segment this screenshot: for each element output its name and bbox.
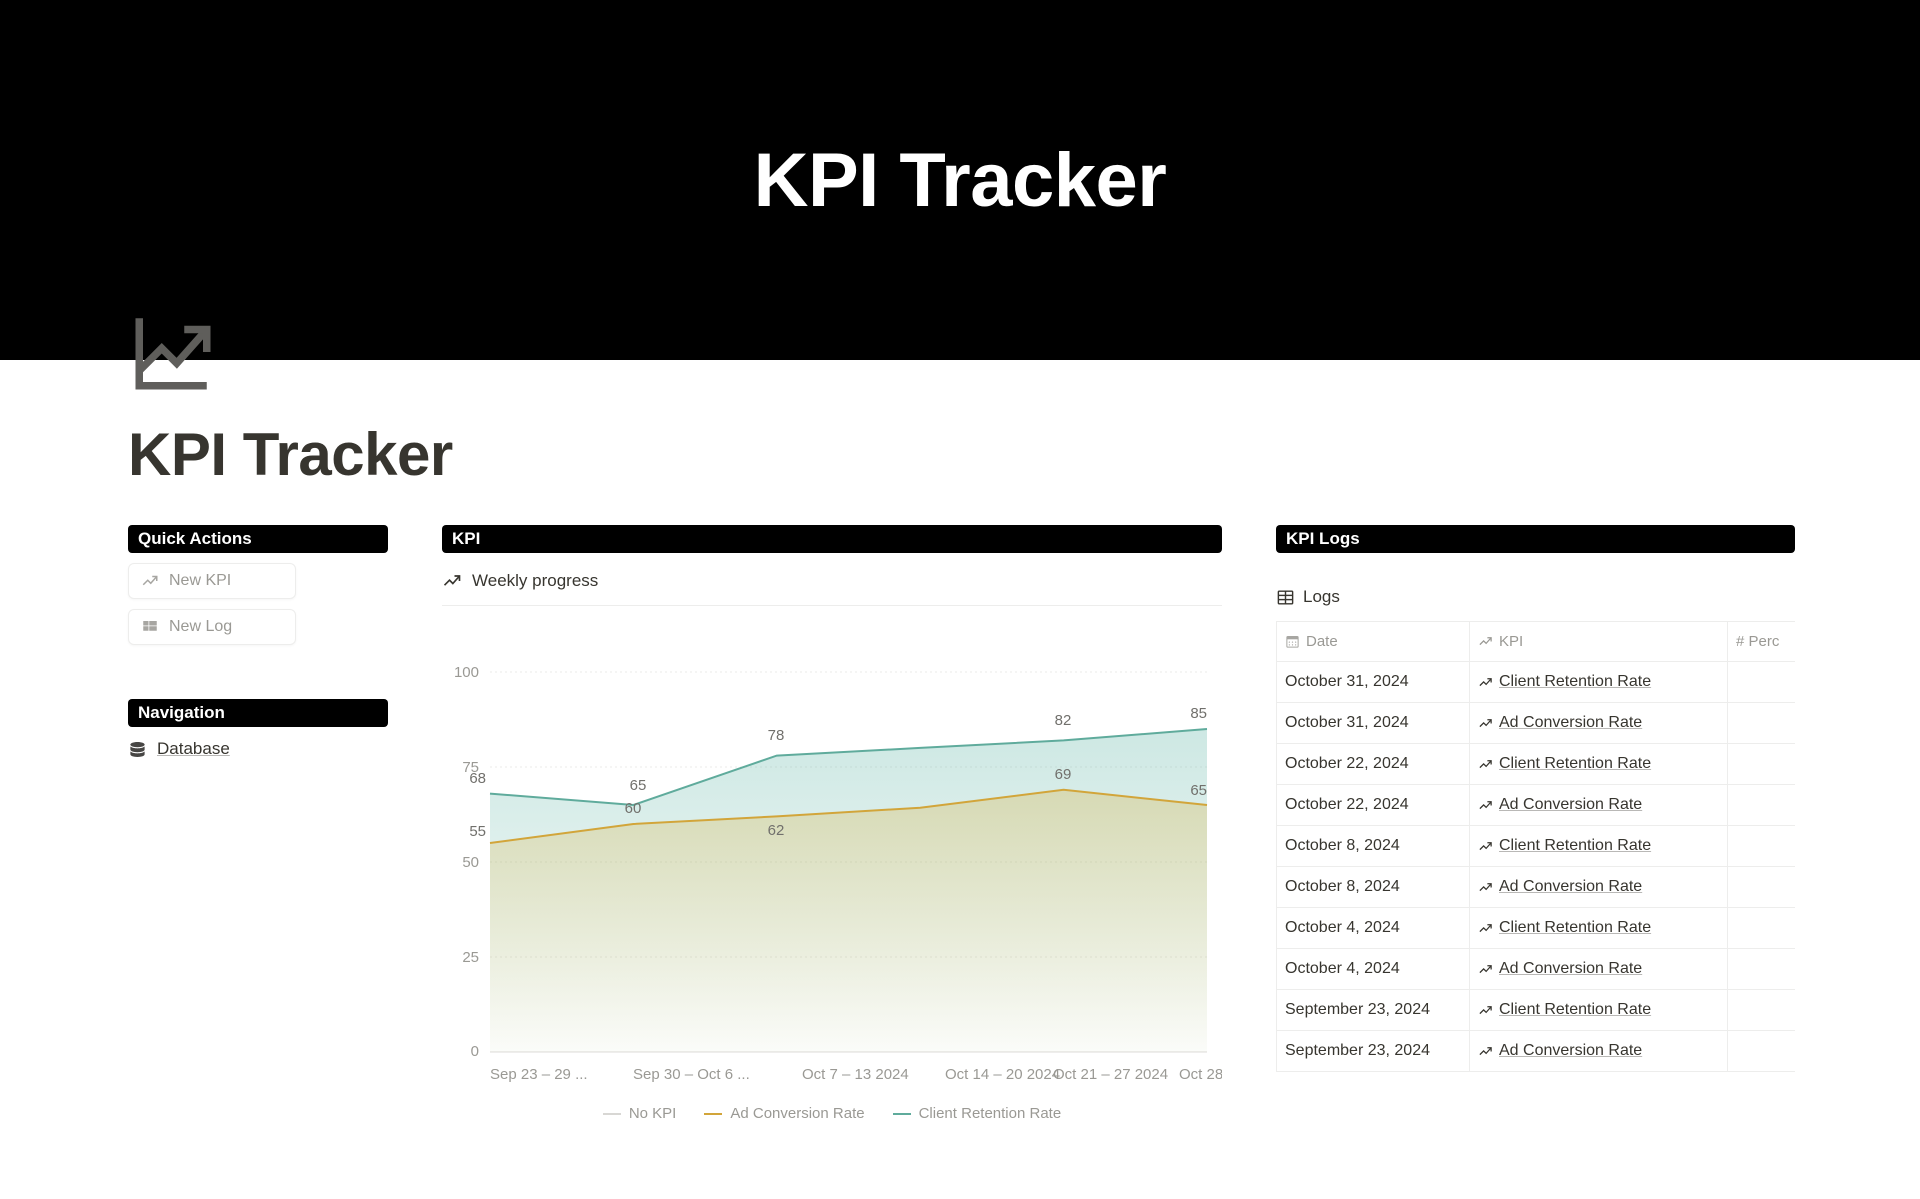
svg-text:100: 100 [454,664,479,681]
svg-text:85: 85 [1190,705,1207,722]
svg-text:Oct 21 – 27 2024: Oct 21 – 27 2024 [1053,1066,1168,1083]
svg-text:Sep 23 – 29 ...: Sep 23 – 29 ... [490,1066,588,1083]
svg-text:82: 82 [1055,712,1072,729]
svg-text:62: 62 [768,822,785,839]
svg-text:50: 50 [462,854,479,871]
svg-text:69: 69 [1055,766,1072,783]
svg-text:Oct 28 ...: Oct 28 ... [1179,1066,1222,1083]
svg-text:60: 60 [625,800,642,817]
svg-text:65: 65 [1190,782,1207,799]
svg-text:Oct 7 – 13 2024: Oct 7 – 13 2024 [802,1066,909,1083]
svg-text:78: 78 [768,727,785,744]
svg-text:65: 65 [630,777,647,794]
svg-text:Oct 14 – 20 2024: Oct 14 – 20 2024 [945,1066,1060,1083]
svg-text:55: 55 [469,823,486,840]
svg-text:25: 25 [462,949,479,966]
svg-text:68: 68 [469,770,486,787]
svg-text:Sep 30 – Oct 6 ...: Sep 30 – Oct 6 ... [633,1066,750,1083]
svg-text:0: 0 [471,1043,479,1060]
